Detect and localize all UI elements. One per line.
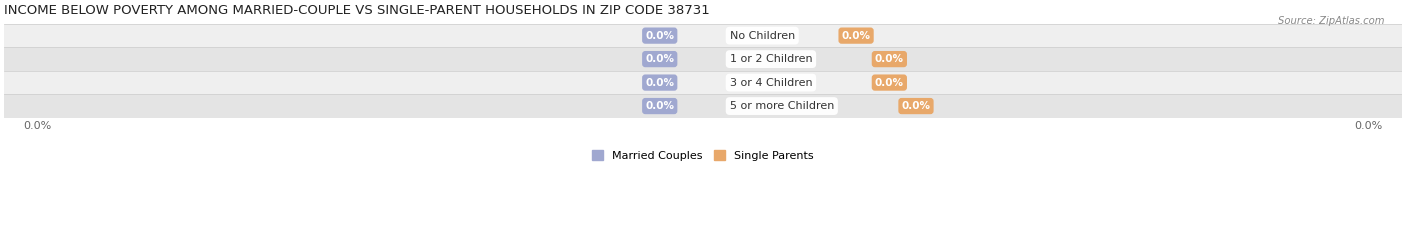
Text: No Children: No Children bbox=[730, 31, 794, 41]
Bar bbox=[4, 24, 1402, 47]
Bar bbox=[4, 47, 1402, 71]
Text: 0.0%: 0.0% bbox=[901, 101, 931, 111]
Text: 1 or 2 Children: 1 or 2 Children bbox=[730, 54, 813, 64]
Text: 5 or more Children: 5 or more Children bbox=[730, 101, 834, 111]
Bar bbox=[4, 94, 1402, 118]
Text: 0.0%: 0.0% bbox=[645, 54, 675, 64]
Legend: Married Couples, Single Parents: Married Couples, Single Parents bbox=[592, 150, 814, 161]
Text: 0.0%: 0.0% bbox=[645, 31, 675, 41]
Text: 0.0%: 0.0% bbox=[875, 78, 904, 88]
Text: 0.0%: 0.0% bbox=[645, 101, 675, 111]
Text: 0.0%: 0.0% bbox=[842, 31, 870, 41]
Text: 0.0%: 0.0% bbox=[875, 54, 904, 64]
Text: Source: ZipAtlas.com: Source: ZipAtlas.com bbox=[1278, 16, 1385, 26]
Text: INCOME BELOW POVERTY AMONG MARRIED-COUPLE VS SINGLE-PARENT HOUSEHOLDS IN ZIP COD: INCOME BELOW POVERTY AMONG MARRIED-COUPL… bbox=[4, 4, 710, 17]
Bar bbox=[4, 71, 1402, 94]
Text: 0.0%: 0.0% bbox=[645, 78, 675, 88]
Text: 3 or 4 Children: 3 or 4 Children bbox=[730, 78, 813, 88]
